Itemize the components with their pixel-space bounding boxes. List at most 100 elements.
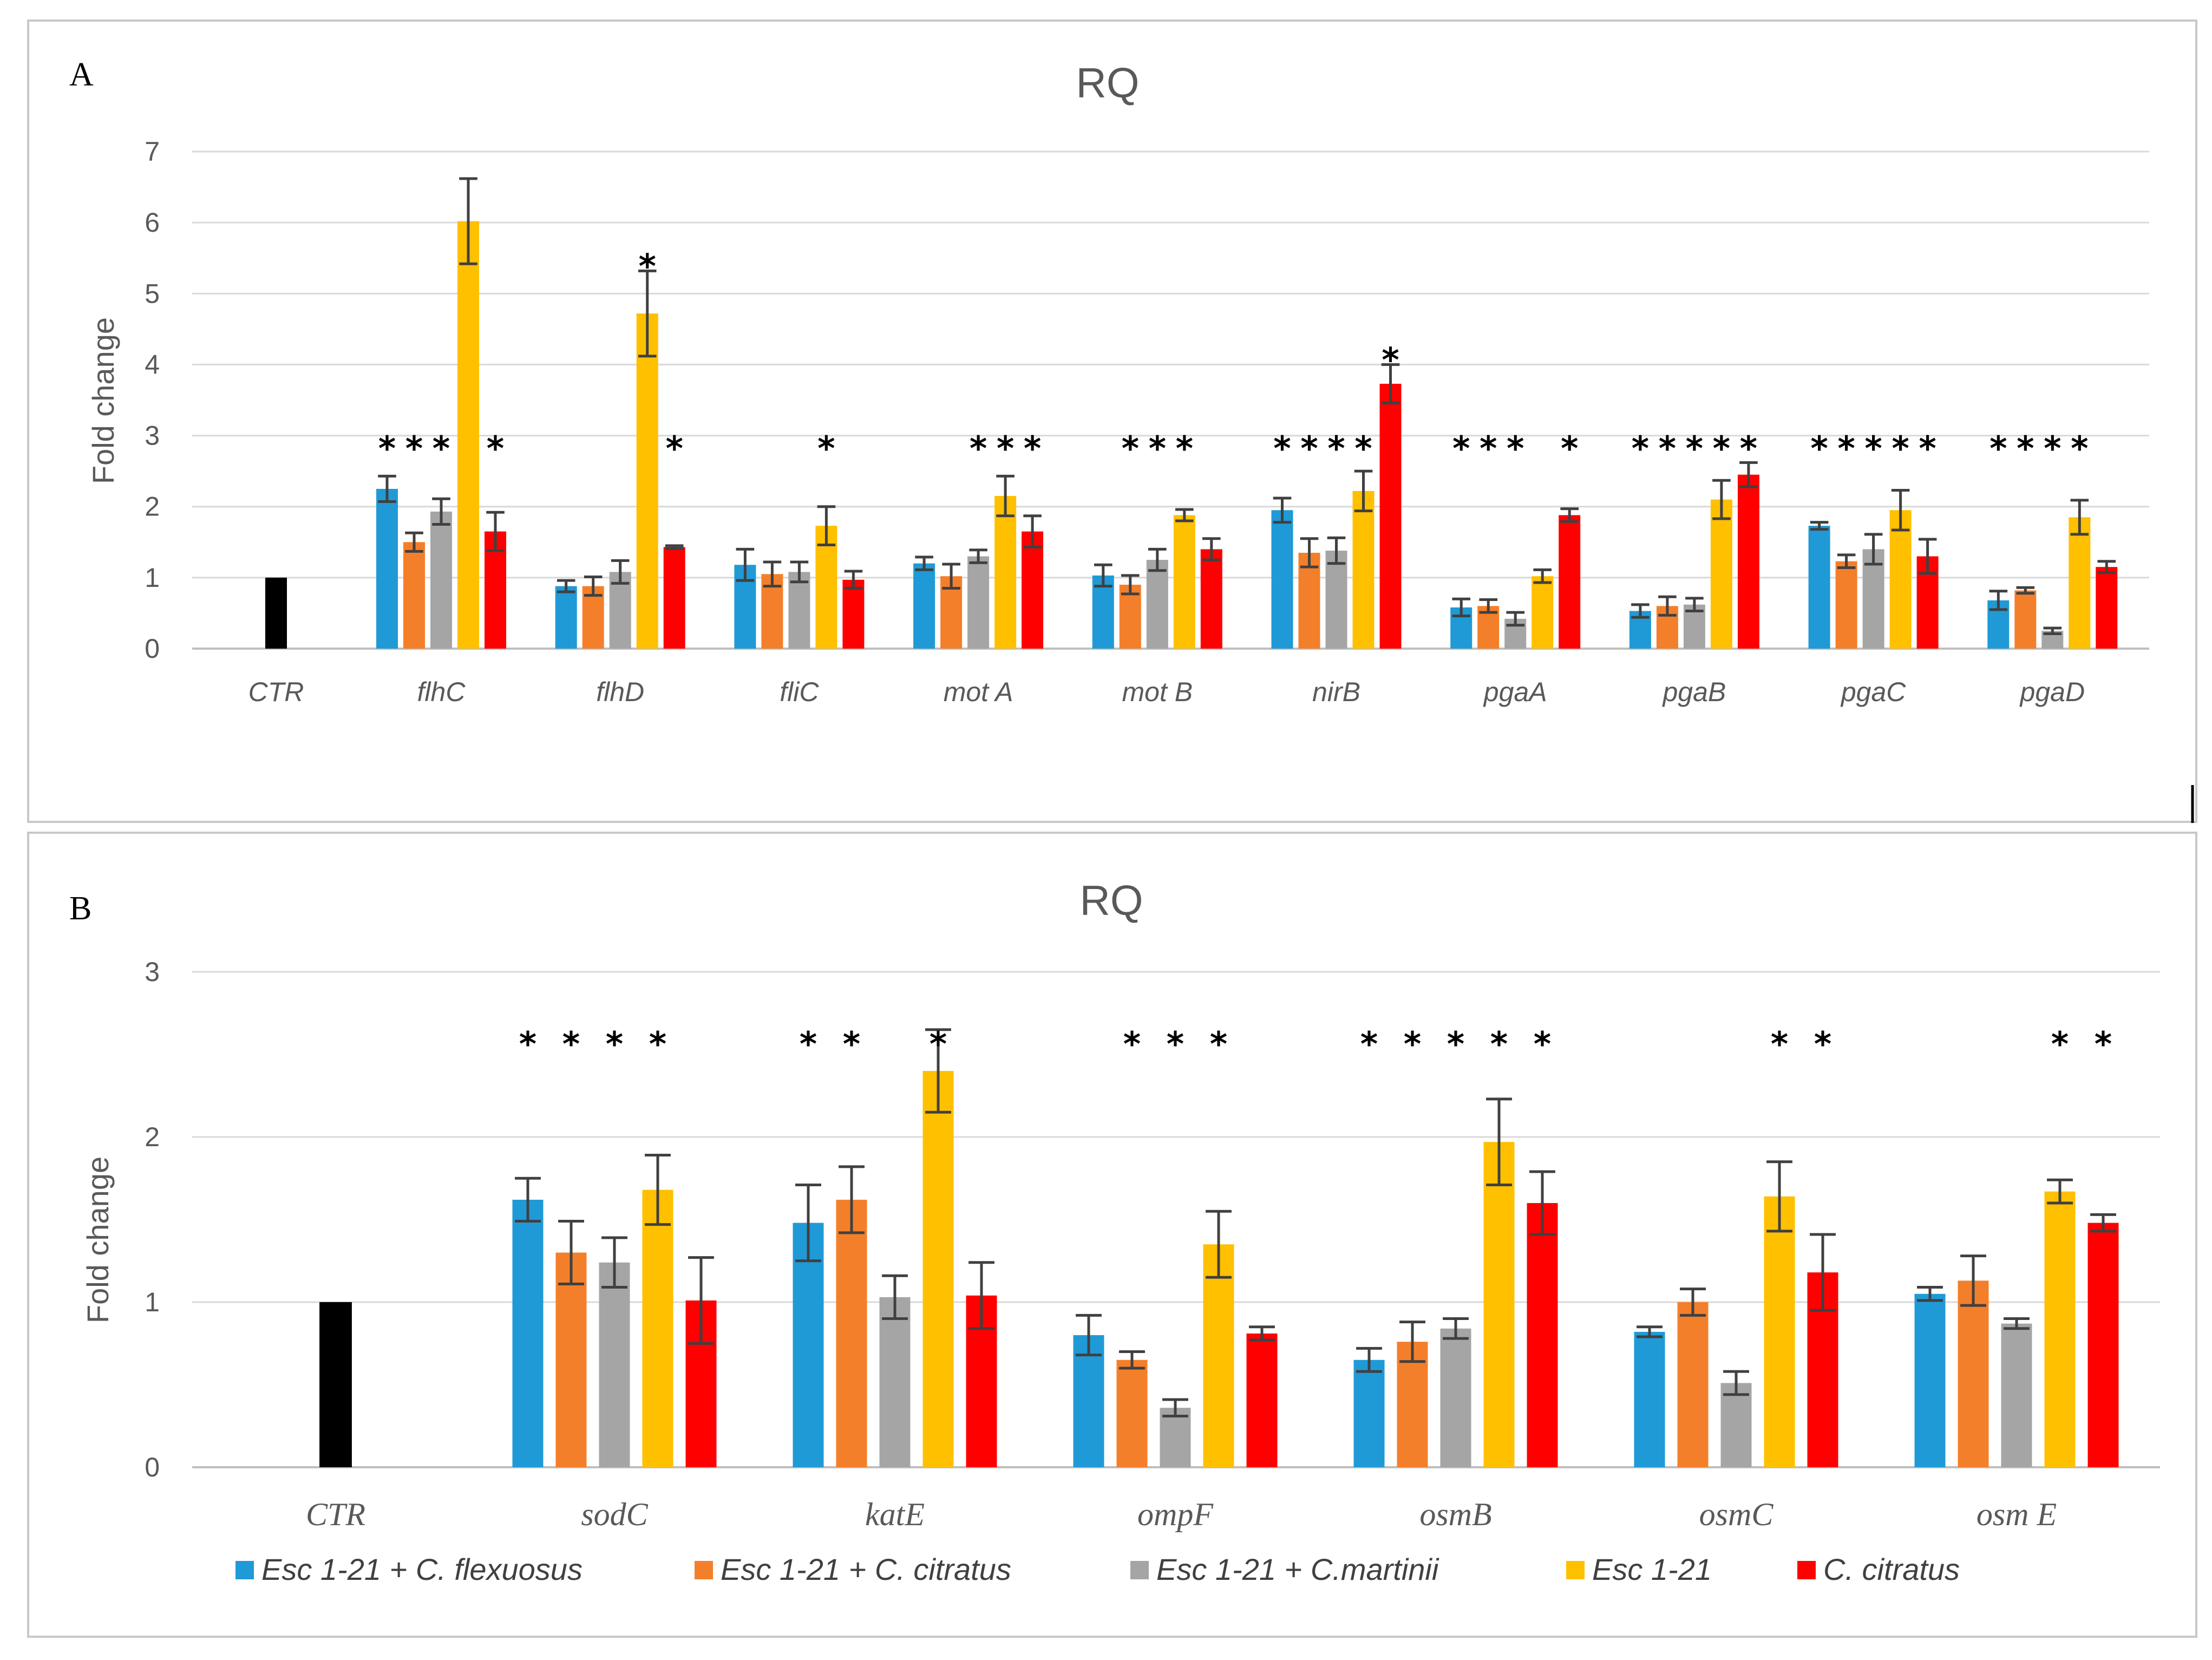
- x-tick-label: ompF: [1137, 1496, 1214, 1532]
- bar: [555, 1252, 587, 1467]
- panel-a-title: RQ: [1076, 59, 1140, 107]
- significance-star: *: [817, 429, 835, 468]
- legend-swatch: [1797, 1561, 1816, 1579]
- panel-b-y-ticks: 0 1 2 3: [145, 957, 160, 1482]
- significance-star: *: [2044, 429, 2061, 468]
- y-tick-label: 0: [145, 1452, 160, 1482]
- significance-star: *: [1327, 429, 1345, 468]
- bar: [1720, 1383, 1752, 1467]
- y-tick-label: 0: [145, 633, 160, 664]
- bar: [403, 542, 425, 649]
- panel-a-y-ticks: 0 1 2 3 4 5 6 7: [145, 136, 160, 664]
- bar: [1914, 1293, 1946, 1467]
- panel-a-y-axis-label: Fold change: [86, 317, 120, 484]
- significance-star: *: [1892, 429, 1909, 468]
- bar: [1483, 1142, 1515, 1467]
- significance-star: *: [1507, 429, 1524, 468]
- bar: [922, 1071, 954, 1467]
- bar: [994, 496, 1017, 649]
- significance-star: *: [1740, 429, 1757, 468]
- bar: [1353, 1360, 1385, 1467]
- bar: [1146, 560, 1168, 649]
- bar: [1022, 531, 1044, 649]
- x-tick-label-ctr: CTR: [248, 677, 304, 707]
- significance-star: *: [1447, 1024, 1464, 1064]
- bar: [1073, 1335, 1104, 1467]
- panel-a-frame: [27, 19, 2197, 823]
- y-tick-label: 6: [145, 207, 160, 238]
- y-tick-label: 2: [145, 492, 160, 522]
- y-tick-label: 3: [145, 957, 160, 987]
- x-tick-label: osmB: [1419, 1496, 1491, 1532]
- significance-star: *: [930, 1024, 947, 1064]
- x-tick-label: sodC: [581, 1496, 648, 1532]
- bar: [2044, 1191, 2076, 1467]
- panel-b-significance: * * * * * * * * * * * * * * * * * * *: [519, 1024, 2112, 1064]
- x-tick-label: mot B: [1122, 677, 1193, 707]
- legend-swatch: [1566, 1561, 1585, 1579]
- x-tick-label: pgaB: [1662, 677, 1726, 707]
- significance-star: *: [1210, 1024, 1227, 1064]
- bar: [2087, 1223, 2119, 1467]
- significance-star: *: [638, 246, 656, 286]
- significance-star: *: [800, 1024, 817, 1064]
- significance-star: *: [2071, 429, 2088, 468]
- significance-star: *: [1024, 429, 1041, 468]
- significance-star: *: [1300, 429, 1318, 468]
- bar: [430, 511, 452, 649]
- significance-star: *: [1149, 429, 1166, 468]
- x-tick-label: pgaC: [1840, 677, 1906, 707]
- bar: [1200, 549, 1222, 649]
- bar: [457, 221, 479, 649]
- bar: [2069, 517, 2091, 649]
- y-tick-label: 2: [145, 1122, 160, 1152]
- bar: [1634, 1331, 1665, 1467]
- y-tick-label: 1: [145, 563, 160, 593]
- significance-star: *: [1404, 1024, 1421, 1064]
- bar: [967, 556, 990, 649]
- bar: [788, 572, 810, 649]
- significance-star: *: [378, 429, 396, 468]
- bar: [1173, 515, 1195, 649]
- bar: [2001, 1323, 2032, 1467]
- bar: [1116, 1360, 1148, 1467]
- x-tick-label: mot A: [944, 677, 1013, 707]
- bar: [1710, 499, 1732, 649]
- significance-star: *: [1167, 1024, 1184, 1064]
- significance-star: *: [1123, 1024, 1141, 1064]
- significance-star: *: [843, 1024, 860, 1064]
- bar: [842, 579, 865, 649]
- significance-star: *: [2017, 429, 2034, 468]
- significance-star: *: [1490, 1024, 1508, 1064]
- bar: [609, 572, 631, 649]
- bar: [1298, 552, 1320, 649]
- bar: [1379, 383, 1402, 649]
- significance-star: *: [1534, 1024, 1551, 1064]
- legend-swatch: [1130, 1561, 1149, 1579]
- x-tick-label: flhC: [417, 677, 466, 707]
- significance-star: *: [1810, 429, 1828, 468]
- bar: [1559, 515, 1581, 649]
- bar: [836, 1199, 867, 1467]
- bar: [376, 488, 398, 649]
- significance-star: *: [1837, 429, 1855, 468]
- bar: [879, 1297, 911, 1467]
- significance-star: *: [562, 1024, 580, 1064]
- y-tick-label: 5: [145, 278, 160, 309]
- significance-star: *: [1814, 1024, 1831, 1064]
- panel-b-bars: [319, 1071, 2119, 1467]
- bar: [1532, 576, 1554, 649]
- significance-star: *: [1561, 429, 1578, 468]
- y-tick-label: 4: [145, 349, 160, 380]
- x-tick-label: nirB: [1312, 677, 1360, 707]
- significance-star: *: [1919, 429, 1936, 468]
- bar: [1889, 510, 1912, 649]
- bar: [512, 1199, 544, 1467]
- bar: [1092, 575, 1114, 649]
- panel-a-label: A: [69, 56, 94, 93]
- panel-b-error-bars: [515, 1028, 2116, 1417]
- significance-star: *: [1771, 1024, 1788, 1064]
- bar: [2096, 567, 2118, 649]
